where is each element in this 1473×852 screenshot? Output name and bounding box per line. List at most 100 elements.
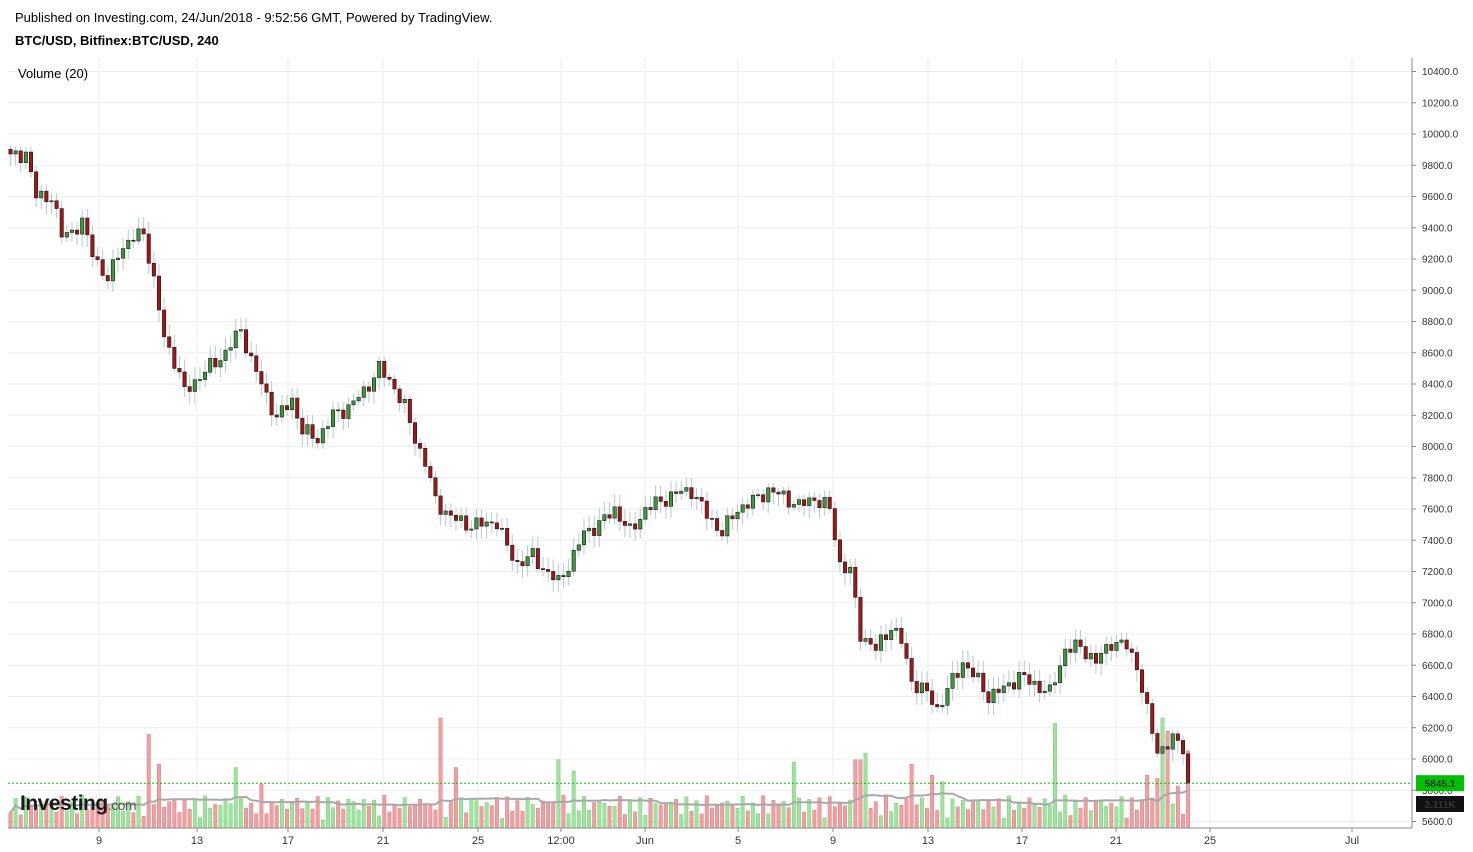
volume-bar-down bbox=[786, 807, 791, 829]
volume-ma-badge bbox=[1416, 796, 1464, 812]
candle bbox=[720, 522, 725, 541]
candle-body-up bbox=[530, 548, 535, 558]
volume-bar-down bbox=[812, 809, 817, 829]
y-tick-label: 9400.0 bbox=[1422, 223, 1453, 234]
candle-body-up bbox=[459, 515, 464, 521]
investing-logo: Investing.com bbox=[20, 792, 137, 816]
candle bbox=[290, 387, 295, 420]
volume-bar-up bbox=[1160, 717, 1165, 829]
candle-body-up bbox=[39, 190, 44, 199]
candle bbox=[1078, 630, 1083, 654]
candle bbox=[628, 511, 633, 538]
candle bbox=[822, 490, 827, 516]
volume-bar-up bbox=[1104, 805, 1109, 829]
candle-body-up bbox=[1058, 665, 1063, 684]
volume-bar-down bbox=[1150, 797, 1155, 829]
volume-bar-down bbox=[832, 806, 837, 829]
published-info: Published on Investing.com, 24/Jun/2018 … bbox=[15, 10, 493, 25]
candle-body-down bbox=[1037, 680, 1042, 693]
volume-bar-down bbox=[269, 801, 274, 829]
candle bbox=[950, 661, 955, 701]
candle-body-down bbox=[151, 262, 156, 277]
candle bbox=[428, 460, 433, 483]
candle-body-down bbox=[1027, 674, 1032, 685]
candle bbox=[1155, 728, 1160, 758]
volume-indicator-label: Volume (20) bbox=[18, 66, 89, 81]
candle bbox=[1017, 660, 1022, 698]
candle-body-up bbox=[346, 404, 351, 419]
candle-body-up bbox=[203, 371, 208, 380]
volume-bar-down bbox=[802, 811, 807, 829]
candle-body-down bbox=[187, 386, 192, 392]
candle bbox=[530, 536, 535, 565]
candle bbox=[745, 498, 750, 519]
last-price-label: 5845.1 bbox=[1425, 779, 1456, 790]
candle-body-down bbox=[971, 667, 976, 678]
volume-bar-down bbox=[914, 804, 919, 829]
candle bbox=[540, 556, 545, 577]
candle bbox=[571, 537, 576, 577]
candle bbox=[694, 487, 699, 511]
candle-body-down bbox=[853, 566, 858, 598]
candle-body-down bbox=[397, 388, 402, 404]
candle-body-up bbox=[791, 504, 796, 508]
volume-bar-up bbox=[1088, 810, 1093, 829]
volume-bar-up bbox=[653, 803, 658, 829]
candle-body-down bbox=[382, 361, 387, 378]
candle-body-up bbox=[64, 232, 69, 238]
symbol-title: BTC/USD, Bitfinex:BTC/USD, 240 bbox=[15, 33, 219, 48]
candle-body-down bbox=[1180, 740, 1185, 755]
candle-body-up bbox=[976, 672, 981, 678]
candle-body-up bbox=[822, 497, 827, 508]
candle-body-up bbox=[581, 530, 586, 546]
volume-bar-up bbox=[525, 796, 530, 829]
volume-bar-down bbox=[1093, 801, 1098, 829]
candle-body-down bbox=[182, 371, 187, 387]
volume-bar-up bbox=[919, 797, 924, 829]
candle-body-down bbox=[387, 376, 392, 380]
candle bbox=[991, 676, 996, 716]
x-tick-label: 9 bbox=[830, 835, 836, 847]
candle bbox=[658, 485, 663, 513]
volume-bar-down bbox=[1181, 813, 1185, 829]
candle-body-down bbox=[269, 391, 274, 416]
volume-bar-up bbox=[208, 807, 213, 829]
candle bbox=[1052, 671, 1057, 694]
candle-body-down bbox=[981, 672, 986, 692]
volume-bar-down bbox=[8, 812, 13, 829]
candle bbox=[863, 629, 868, 646]
candle-body-up bbox=[126, 239, 131, 249]
candle bbox=[28, 146, 33, 178]
candle bbox=[223, 337, 228, 373]
volume-bar-up bbox=[469, 800, 474, 829]
candle bbox=[85, 209, 90, 247]
candle bbox=[284, 394, 289, 417]
candle-body-up bbox=[684, 487, 689, 492]
volume-bar-down bbox=[510, 810, 515, 829]
candle-body-up bbox=[878, 634, 883, 651]
candle bbox=[868, 628, 873, 652]
volume-bar-up bbox=[197, 817, 202, 829]
candle bbox=[1124, 633, 1129, 657]
candle bbox=[756, 489, 761, 500]
candle-body-up bbox=[13, 150, 18, 155]
candle-body-up bbox=[325, 426, 330, 429]
candle-body-down bbox=[648, 507, 653, 510]
candle bbox=[44, 184, 49, 215]
candle-body-up bbox=[807, 497, 812, 506]
volume-bar-down bbox=[172, 798, 177, 829]
candle-body-down bbox=[592, 527, 597, 536]
volume-bar-down bbox=[433, 809, 438, 829]
volume-bar-up bbox=[889, 811, 894, 829]
candle-body-up bbox=[331, 409, 336, 427]
volume-bar-up bbox=[740, 796, 745, 829]
candle-body-down bbox=[1175, 733, 1180, 741]
candle bbox=[1145, 686, 1150, 715]
volume-bar-down bbox=[1083, 797, 1088, 829]
candle bbox=[796, 494, 801, 513]
candle bbox=[832, 501, 837, 548]
volume-bar-down bbox=[177, 812, 182, 829]
candle bbox=[638, 507, 643, 539]
candle-body-up bbox=[69, 229, 74, 233]
